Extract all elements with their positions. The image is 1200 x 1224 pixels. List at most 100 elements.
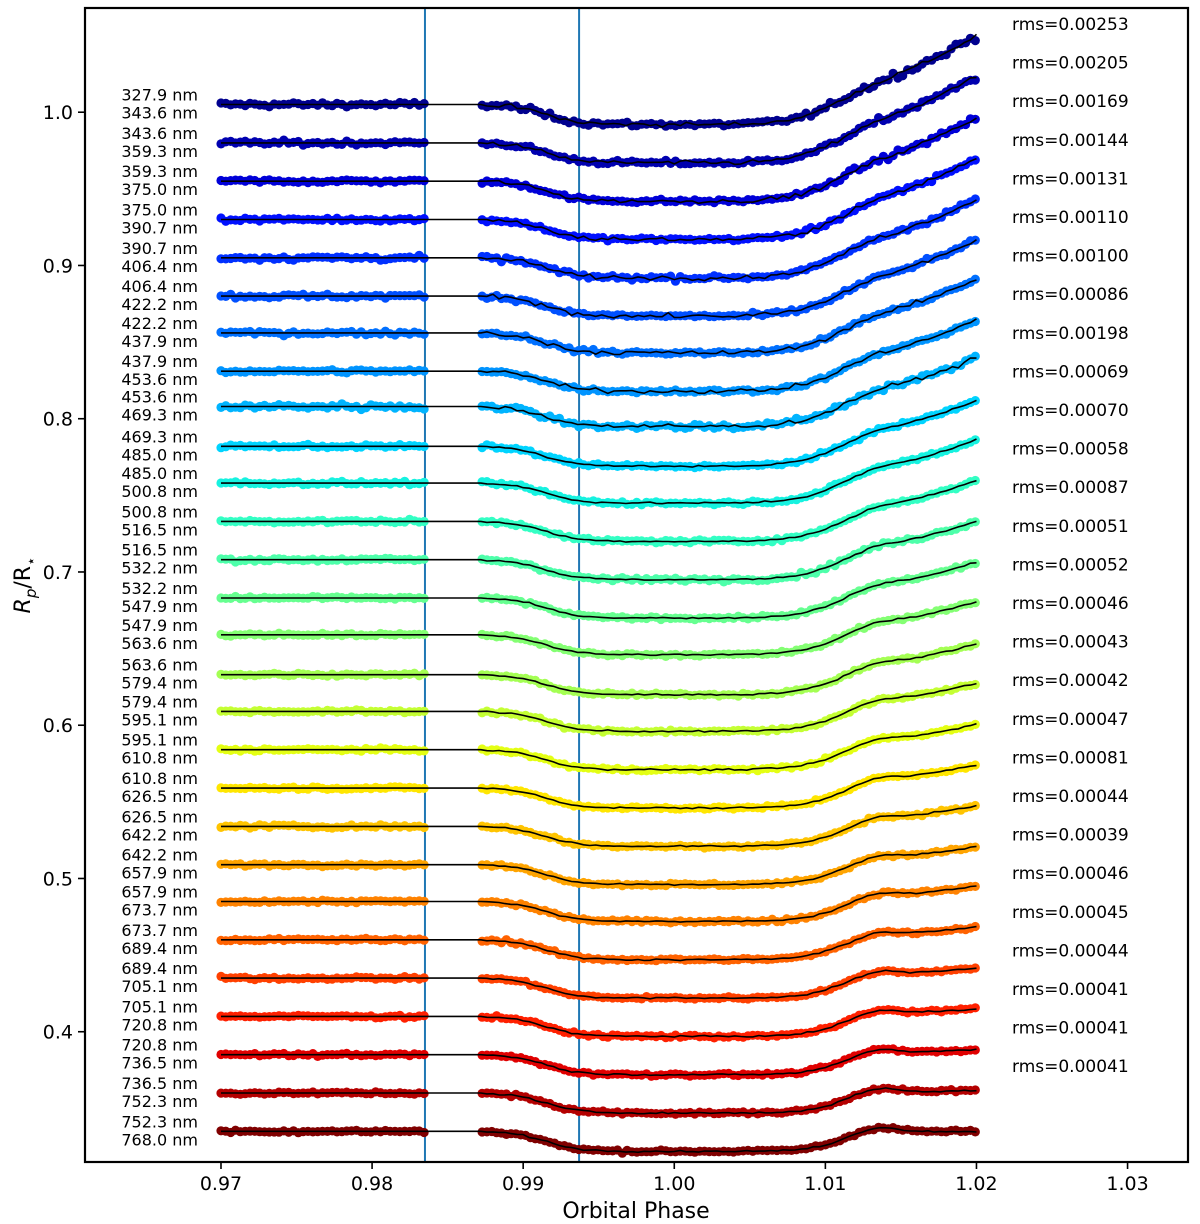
rms-label: rms=0.00041 [1012,1019,1129,1039]
series-16 [216,639,980,701]
model-curve [221,1126,977,1154]
model-curve [221,399,977,468]
rms-label: rms=0.00198 [1012,324,1129,344]
rms-label: rms=0.00041 [1012,980,1129,1000]
rms-label: rms=0.00070 [1012,401,1129,421]
band-label-top: 547.9 nm [121,616,198,635]
data-point [419,214,429,224]
band-label-top: 595.1 nm [121,731,198,750]
rms-label: rms=0.00046 [1012,594,1129,614]
data-point [419,99,429,109]
band-label-bottom: 673.7 nm [121,901,198,920]
band-label-top: 642.2 nm [121,846,198,865]
rms-label: rms=0.00043 [1012,633,1129,653]
band-label-top: 390.7 nm [121,239,198,258]
series-14 [216,558,980,625]
model-curve [221,520,977,581]
series-9 [216,351,980,434]
data-point [419,292,429,302]
band-label-bottom: 437.9 nm [121,332,198,351]
band-label-top: 752.3 nm [121,1112,198,1131]
model-curve [221,157,977,242]
series-1 [216,33,980,131]
series-22 [216,881,980,928]
rms-label: rms=0.00110 [1012,208,1129,228]
series-3 [216,114,980,208]
series-12 [216,475,980,548]
model-curve [221,117,977,205]
band-label-top: 720.8 nm [121,1036,198,1055]
band-label-bottom: 595.1 nm [121,710,198,729]
series-24 [216,963,980,1004]
x-tick-label: 1.02 [955,1173,997,1195]
model-curve [221,1008,977,1038]
plot-frame [83,6,1190,1164]
band-label-bottom: 579.4 nm [121,674,198,693]
data-point [970,274,980,284]
band-label-bottom: 343.6 nm [121,104,198,123]
series-20 [216,800,980,853]
series-28 [216,1122,980,1158]
band-label-bottom: 705.1 nm [121,977,198,996]
model-curve [221,885,977,923]
model-curve [221,357,977,429]
series-4 [216,155,980,246]
band-label-top: 500.8 nm [121,502,198,521]
data-point [419,329,429,339]
band-label-bottom: 485.0 nm [121,445,198,464]
model-curve [221,479,977,543]
band-label-top: 689.4 nm [121,959,198,978]
rms-label: rms=0.00086 [1012,285,1129,305]
rms-label: rms=0.00041 [1012,1057,1129,1077]
x-tick-label: 1.01 [804,1173,846,1195]
y-axis-title: Rp/R⋆ [11,557,40,614]
model-curve [221,438,977,505]
rms-label: rms=0.00169 [1012,92,1129,112]
band-label-top: 327.9 nm [121,86,198,105]
band-label-bottom: 422.2 nm [121,295,198,314]
band-label-top: 532.2 nm [121,579,198,598]
series-19 [216,760,980,814]
data-point [970,155,980,165]
band-label-bottom: 563.6 nm [121,634,198,653]
data-point [419,669,429,679]
x-tick-label: 0.99 [502,1173,544,1195]
band-label-top: 437.9 nm [121,352,198,371]
rms-label: rms=0.00044 [1012,787,1129,807]
model-curve [221,845,977,887]
band-label-bottom: 532.2 nm [121,559,198,578]
band-label-bottom: 610.8 nm [121,749,198,768]
data-point [419,477,429,487]
rms-label: rms=0.00051 [1012,517,1129,537]
rms-label: rms=0.00044 [1012,941,1129,961]
model-curve [221,562,977,620]
band-label-bottom: 689.4 nm [121,939,198,958]
band-label-top: 516.5 nm [121,541,198,560]
model-curve [221,318,977,395]
model-curve [221,239,977,319]
model-curve [221,804,977,848]
y-tick-label: 1.0 [43,102,73,124]
rms-label: rms=0.00069 [1012,362,1129,382]
series-7 [216,274,980,359]
band-label-bottom: 768.0 nm [121,1130,198,1149]
model-curve [221,925,977,962]
band-label-top: 343.6 nm [121,124,198,143]
y-tick-label: 0.4 [43,1022,73,1044]
model-curve [221,601,977,657]
band-label-top: 469.3 nm [121,427,198,446]
series-10 [216,396,980,473]
series-17 [216,679,980,738]
rms-label: rms=0.00045 [1012,903,1129,923]
model-curve [221,764,977,810]
band-label-top: 705.1 nm [121,997,198,1016]
band-label-bottom: 626.5 nm [121,787,198,806]
model-curve [221,722,977,772]
data-point [419,746,429,756]
model-curve [221,682,977,733]
x-tick-label: 1.03 [1106,1173,1148,1195]
series-26 [216,1044,980,1081]
band-label-bottom: 516.5 nm [121,520,198,539]
series-5 [216,194,980,286]
